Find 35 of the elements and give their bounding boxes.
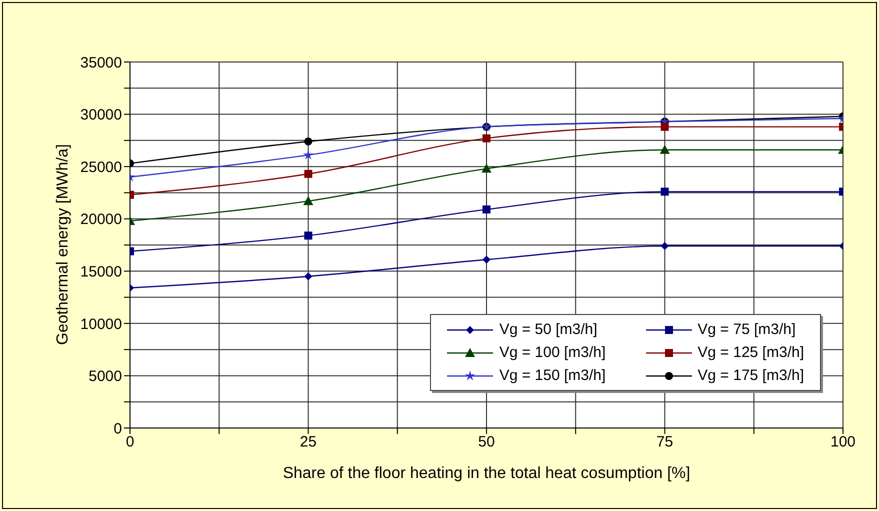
point [304, 170, 312, 178]
point [482, 256, 490, 264]
y-tick-label: 10000 [80, 316, 122, 333]
x-tick-label: 100 [830, 434, 856, 451]
legend-label: Vg = 75 [m3/h] [698, 321, 796, 338]
point [482, 134, 490, 142]
y-tick-label: 35000 [80, 54, 122, 72]
legend-label: Vg = 50 [m3/h] [499, 321, 598, 338]
y-tick-label: 5000 [88, 368, 122, 386]
legend-label: Vg = 100 [m3/h] [499, 344, 606, 361]
point [660, 242, 669, 250]
y-tick-label: 25000 [80, 158, 122, 176]
x-tick-label: 25 [300, 434, 317, 451]
y-tick-label: 0 [114, 420, 122, 438]
point [660, 144, 670, 154]
point [303, 150, 314, 160]
point [660, 122, 669, 131]
point [304, 272, 312, 280]
legend-label: Vg = 175 [m3/h] [698, 367, 804, 384]
x-axis-title: Share of the floor heating in the total heat cosumption [%] [282, 465, 690, 482]
point [660, 188, 669, 196]
y-tick-label: 30000 [80, 106, 122, 124]
point [304, 137, 312, 146]
x-tick-label: 0 [126, 434, 134, 451]
legend-label: Vg = 125 [m3/h] [698, 344, 804, 361]
y-tick-label: 20000 [80, 211, 122, 228]
legend-label: Vg = 150 [m3/h] [499, 367, 606, 384]
point [482, 205, 490, 214]
x-tick-label: 50 [478, 434, 495, 451]
point [304, 232, 312, 240]
x-tick-label: 75 [656, 434, 674, 451]
y-axis-title: Geothermal energy [MWh/a] [54, 144, 72, 345]
point [303, 196, 314, 206]
y-tick-label: 15000 [80, 263, 122, 280]
point [482, 164, 492, 173]
